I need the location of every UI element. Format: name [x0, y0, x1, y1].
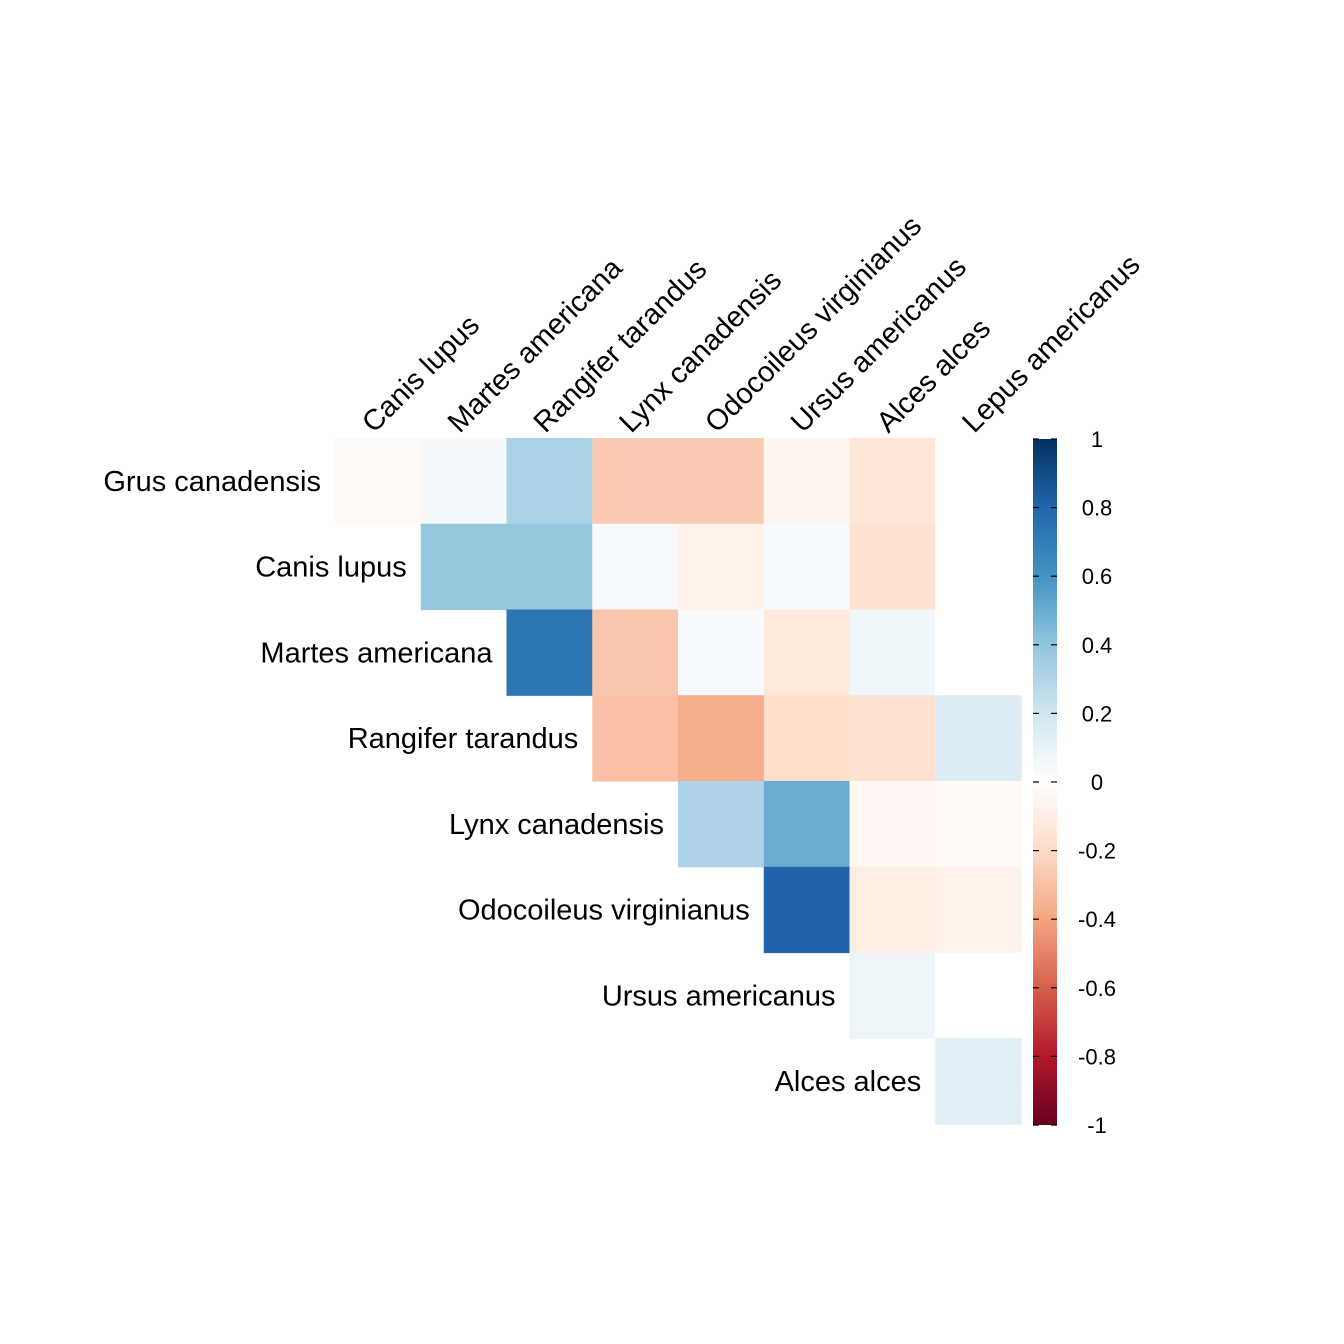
heatmap-cell — [592, 438, 679, 525]
heatmap-cell — [506, 523, 593, 611]
heatmap-cell — [763, 523, 851, 611]
heatmap-cell — [335, 438, 422, 525]
row-label: Odocoileus virginianus — [458, 895, 750, 927]
row-label: Lynx canadensis — [449, 809, 664, 841]
colorbar-tick-label: 0.2 — [1082, 701, 1113, 726]
colorbar-tick-label: -1 — [1087, 1113, 1107, 1138]
heatmap-cell — [592, 695, 679, 782]
heatmap-cell — [849, 952, 936, 1039]
heatmap-cell — [763, 866, 851, 954]
heatmap-cell — [678, 609, 765, 696]
heatmap-cell — [763, 781, 851, 868]
heatmap-cell — [506, 438, 593, 525]
heatmap-cell — [849, 523, 936, 611]
colorbar-tick-label: 0.8 — [1082, 496, 1113, 521]
heatmap-cell — [420, 438, 508, 525]
row-label: Canis lupus — [255, 552, 407, 584]
heatmap-cell — [592, 609, 679, 696]
column-label: Lynx canadensis — [613, 264, 788, 439]
heatmap-cell — [763, 438, 851, 525]
heatmap-cell — [420, 523, 508, 611]
colorbar-tick-label: 0.4 — [1082, 633, 1113, 658]
row-labels: Grus canadensis Canis lupus Martes america… — [103, 466, 921, 1098]
colorbar-tick-label: 0 — [1091, 770, 1103, 795]
heatmap-cell — [763, 609, 851, 696]
heatmap-cell — [849, 781, 936, 868]
colorbar-tick-label: 1 — [1091, 427, 1103, 452]
heatmap-cell — [935, 523, 1022, 611]
heatmap-cell — [935, 609, 1022, 696]
heatmap-cells — [335, 438, 1022, 1125]
heatmap-cell — [506, 609, 593, 696]
colorbar-tick-label: -0.6 — [1078, 976, 1116, 1001]
heatmap-cell — [849, 609, 936, 696]
heatmap-cell — [592, 523, 679, 611]
row-label: Rangifer tarandus — [348, 723, 579, 755]
heatmap-cell — [935, 952, 1022, 1039]
colorbar-ticks: 1 0.8 0.6 0.4 0.2 0 -0.2 -0.4 -0.6 -0.8 -1 — [1033, 427, 1116, 1138]
heatmap-cell — [935, 1038, 1022, 1125]
heatmap-cell — [849, 866, 936, 954]
heatmap-cell — [935, 695, 1022, 782]
heatmap-cell — [678, 438, 765, 525]
row-label: Martes americana — [260, 637, 493, 669]
heatmap-cell — [678, 781, 765, 868]
heatmap-cell — [935, 438, 1022, 525]
colorbar: 1 0.8 0.6 0.4 0.2 0 -0.2 -0.4 -0.6 -0.8 -1 — [1033, 427, 1116, 1138]
colorbar-tick-label: -0.8 — [1078, 1044, 1116, 1069]
row-label: Ursus americanus — [602, 980, 836, 1012]
heatmap-cell — [678, 523, 765, 611]
heatmap-cell — [849, 438, 936, 525]
colorbar-tick-label: 0.6 — [1082, 564, 1113, 589]
row-label: Alces alces — [775, 1066, 922, 1098]
row-label: Grus canadensis — [103, 466, 321, 498]
heatmap-cell — [935, 866, 1022, 954]
colorbar-tick-label: -0.4 — [1078, 907, 1116, 932]
colorbar-tick-label: -0.2 — [1078, 839, 1116, 864]
heatmap-cell — [935, 781, 1022, 868]
heatmap-cell — [763, 695, 851, 782]
heatmap-cell — [849, 695, 936, 782]
heatmap-cell — [678, 695, 765, 782]
